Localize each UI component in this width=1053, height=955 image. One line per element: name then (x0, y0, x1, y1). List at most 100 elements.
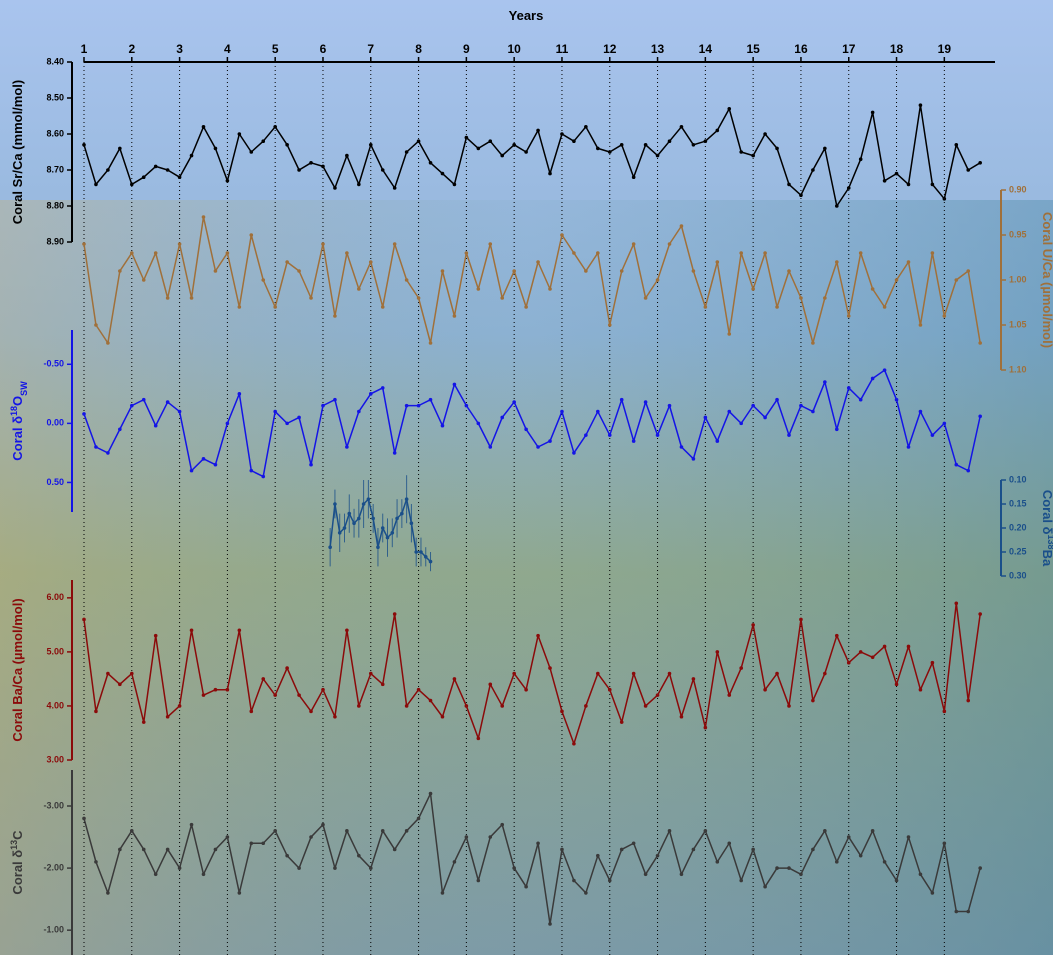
data-point (249, 233, 253, 237)
data-point (536, 841, 540, 845)
data-point (369, 143, 373, 147)
data-point (465, 404, 469, 408)
data-point (249, 710, 253, 714)
y-tick-label: -0.50 (43, 359, 64, 369)
data-point (500, 154, 504, 158)
data-point (883, 645, 887, 649)
data-point (395, 517, 399, 521)
x-tick-label: 11 (556, 42, 569, 56)
data-point (668, 139, 672, 143)
data-point (106, 891, 110, 895)
data-point (907, 183, 911, 187)
data-point (692, 457, 696, 461)
x-tick-label: 4 (224, 42, 231, 56)
data-point (620, 720, 624, 724)
data-point (226, 179, 230, 183)
data-point (548, 922, 552, 926)
data-point (907, 835, 911, 839)
data-point (787, 183, 791, 187)
data-point (584, 891, 588, 895)
data-point (727, 410, 731, 414)
data-point (512, 269, 516, 273)
data-point (954, 278, 958, 282)
y-tick-label: 0.90 (1009, 184, 1027, 194)
data-point (847, 386, 851, 390)
data-point (954, 910, 958, 914)
data-point (775, 672, 779, 676)
y-axis-label-part: Coral δ (1040, 490, 1053, 535)
data-point (285, 422, 289, 426)
data-point (835, 260, 839, 264)
data-point (524, 885, 528, 889)
data-point (453, 183, 457, 187)
data-point (417, 817, 421, 821)
data-point (376, 545, 380, 549)
data-point (608, 150, 612, 154)
data-point (680, 715, 684, 719)
data-point (859, 157, 863, 161)
data-point (441, 891, 445, 895)
data-point (309, 835, 313, 839)
data-point (871, 287, 875, 291)
data-point (811, 341, 815, 345)
data-point (763, 416, 767, 420)
data-point (835, 860, 839, 864)
data-point (931, 891, 935, 895)
data-point (919, 872, 923, 876)
data-point (273, 410, 277, 414)
data-point (142, 848, 146, 852)
data-point (333, 715, 337, 719)
data-point (620, 269, 624, 273)
data-point (536, 445, 540, 449)
x-tick-label: 9 (463, 42, 470, 56)
data-point (512, 400, 516, 404)
data-point (362, 502, 366, 506)
y-tick-label: 1.00 (1009, 274, 1027, 284)
data-point (94, 860, 98, 864)
data-point (978, 866, 982, 870)
data-point (560, 233, 564, 237)
data-point (226, 688, 230, 692)
data-point (238, 628, 242, 632)
data-point (763, 251, 767, 255)
data-point (130, 404, 134, 408)
data-point (419, 550, 423, 554)
data-point (166, 715, 170, 719)
data-point (82, 817, 86, 821)
data-point (823, 147, 827, 151)
data-point (847, 314, 851, 318)
data-point (943, 422, 947, 426)
data-point (656, 433, 660, 437)
data-point (261, 278, 265, 282)
data-point (656, 854, 660, 858)
data-point (775, 866, 779, 870)
x-tick-label: 15 (746, 42, 760, 56)
data-point (704, 726, 708, 730)
x-tick-label: 14 (699, 42, 713, 56)
y-axis-label-part: Coral Sr/Ca (mmol/mol) (10, 80, 25, 224)
data-point (166, 848, 170, 852)
data-point (393, 451, 397, 455)
x-tick-label: 16 (794, 42, 808, 56)
data-point (202, 215, 206, 219)
data-point (202, 457, 206, 461)
data-point (943, 841, 947, 845)
data-point (919, 323, 923, 327)
data-point (656, 154, 660, 158)
data-point (226, 835, 230, 839)
data-point (338, 531, 342, 535)
y-tick-label: 0.50 (46, 477, 64, 487)
y-tick-label: 6.00 (46, 592, 64, 602)
data-point (154, 872, 158, 876)
data-point (584, 704, 588, 708)
data-point (763, 885, 767, 889)
data-point (608, 879, 612, 883)
background-tint (0, 200, 1053, 955)
data-point (488, 139, 492, 143)
data-point (931, 661, 935, 665)
data-point (512, 672, 516, 676)
data-point (405, 404, 409, 408)
data-point (859, 251, 863, 255)
data-point (297, 693, 301, 697)
data-point (453, 860, 457, 864)
